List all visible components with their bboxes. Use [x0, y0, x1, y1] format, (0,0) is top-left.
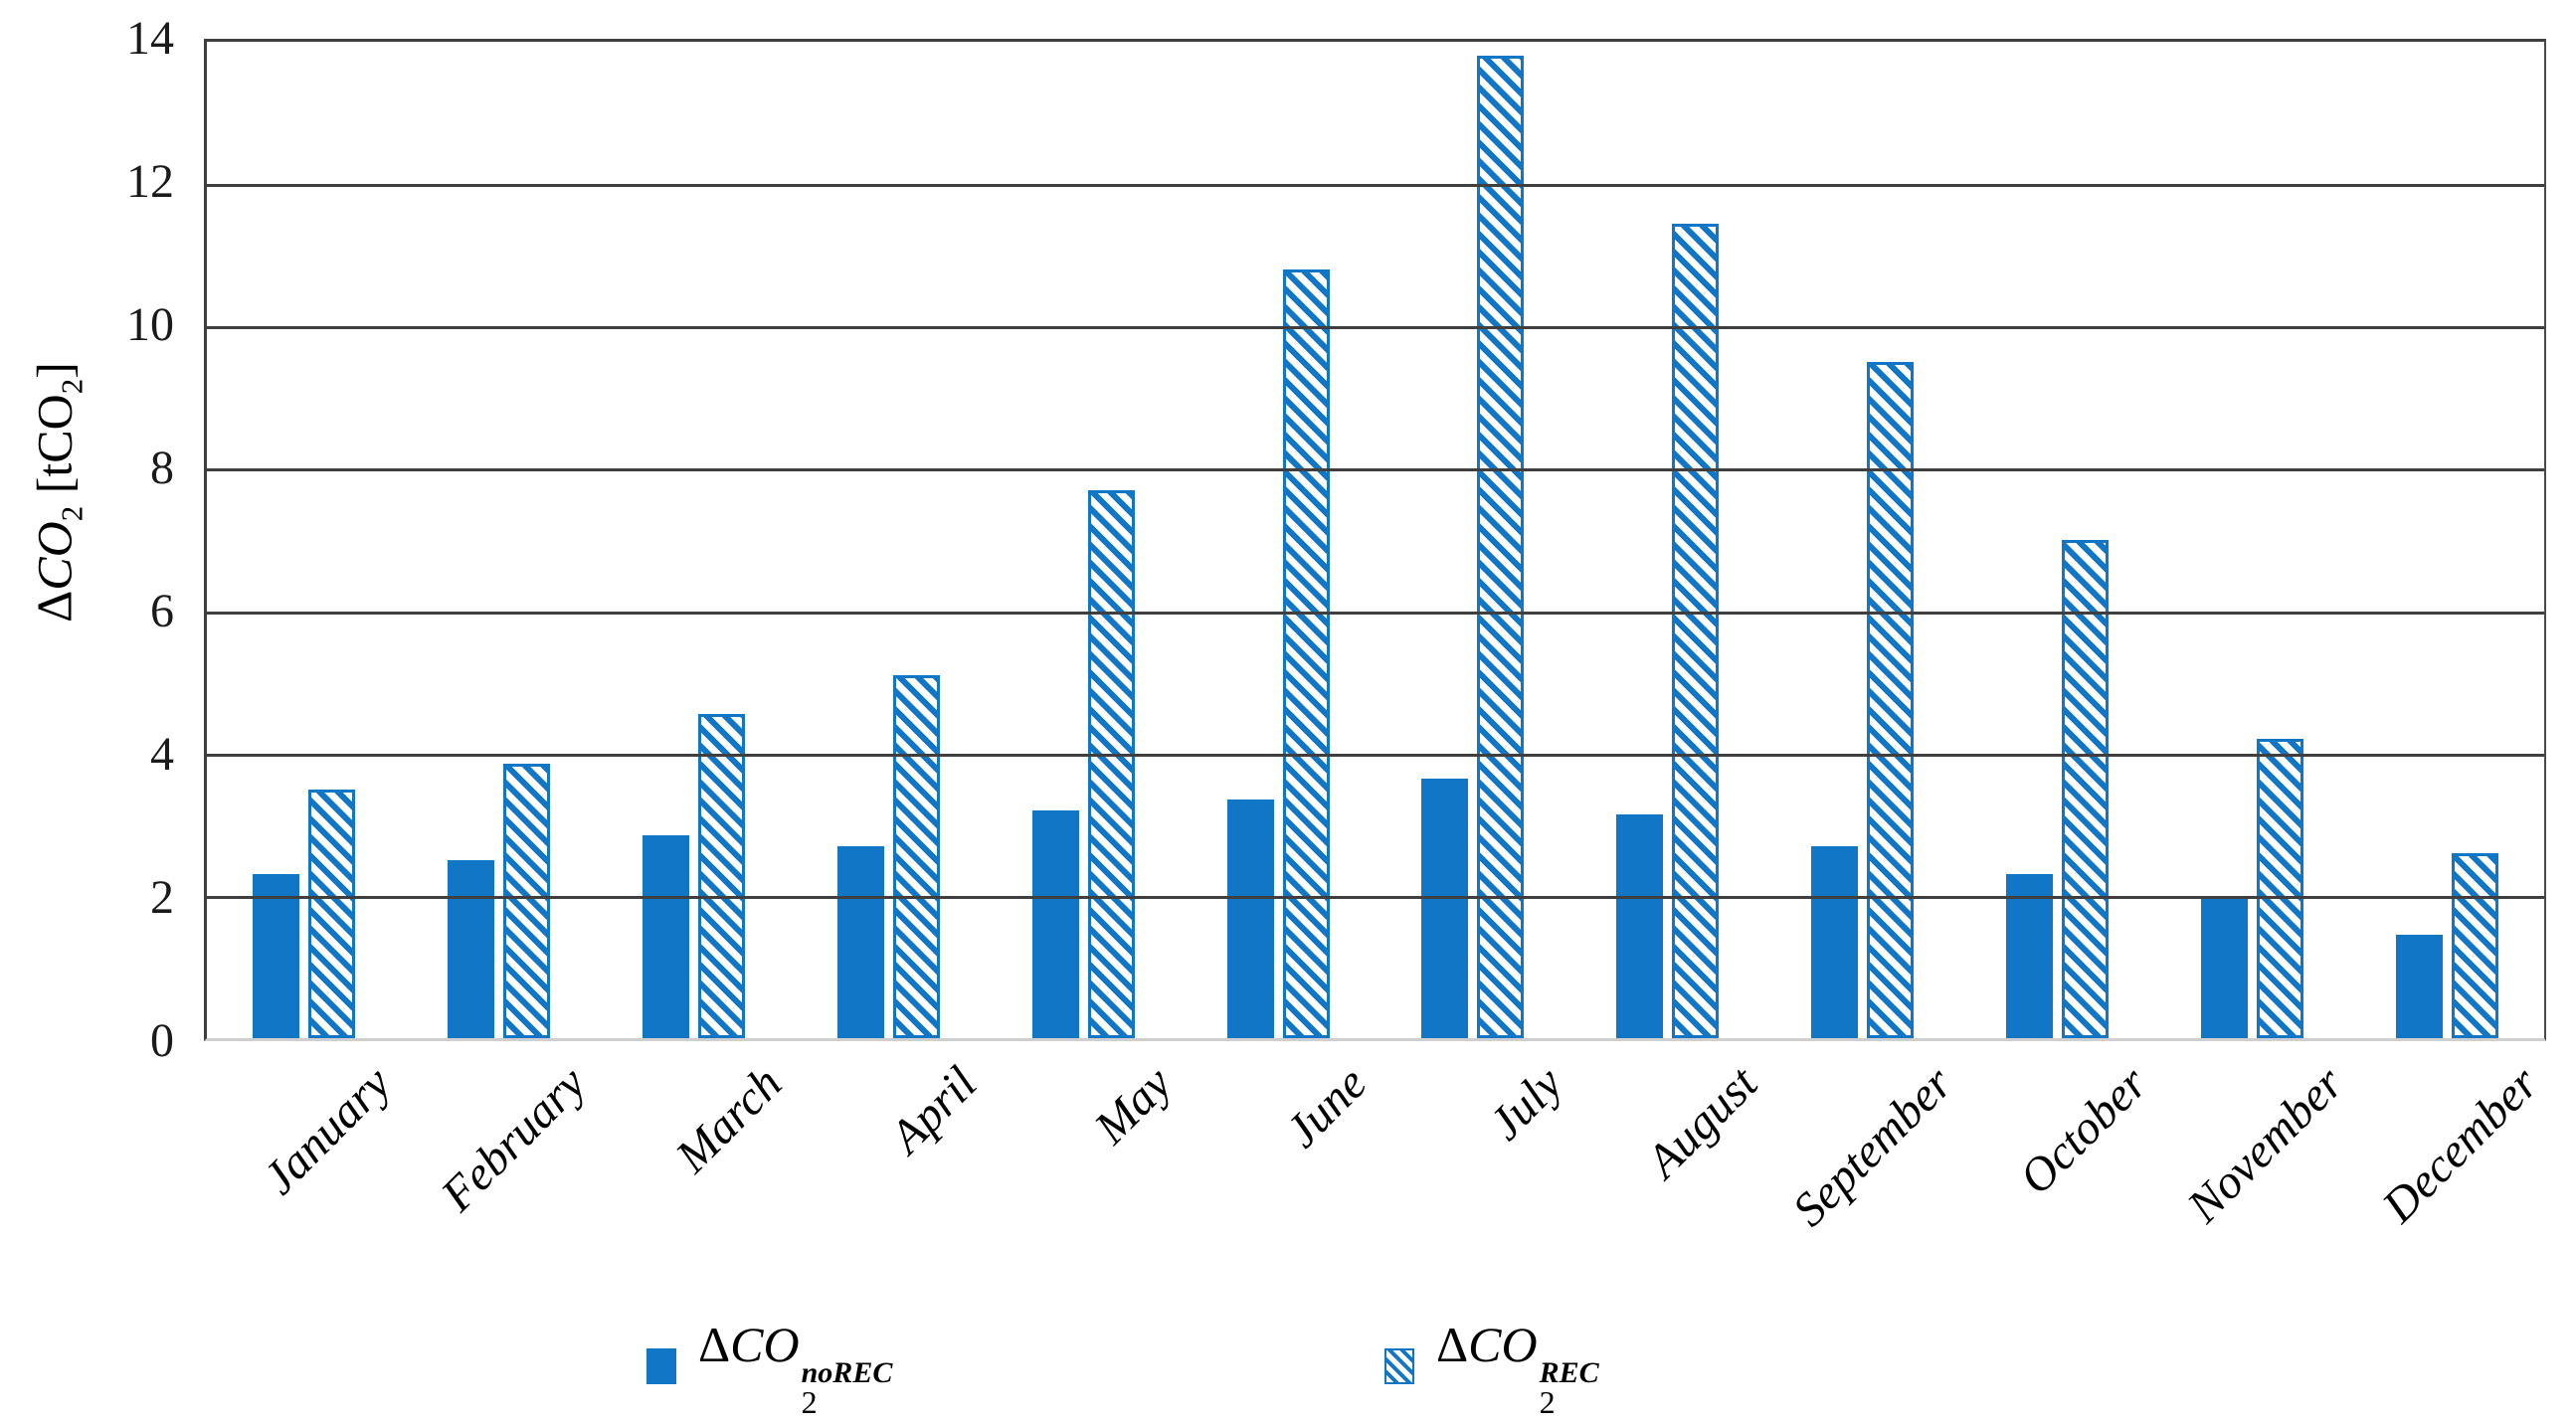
bar-group-march: [597, 42, 792, 1038]
gridline-y-2: [207, 895, 2544, 899]
legend-label-norec: ΔCO noREC 2: [698, 1316, 893, 1421]
bar-march-norec: [643, 835, 690, 1038]
legend0-delta: Δ: [698, 1316, 731, 1372]
bar-group-october: [1959, 42, 2154, 1038]
bar-group-november: [2154, 42, 2349, 1038]
legend-label-rec: ΔCO REC 2: [1436, 1316, 1599, 1421]
bar-january-rec: [308, 789, 356, 1038]
y-title-unit-sub: 2: [54, 378, 90, 395]
bar-april-norec: [836, 845, 884, 1038]
bar-group-february: [402, 42, 597, 1038]
bar-group-august: [1570, 42, 1765, 1038]
legend-marker-solid: [646, 1348, 676, 1384]
bar-group-may: [986, 42, 1181, 1038]
y-tick-label-2: 2: [150, 871, 174, 924]
bar-july-rec: [1477, 56, 1525, 1038]
y-title-subscript: 2: [54, 505, 90, 522]
legend1-sub: 2: [1539, 1384, 1556, 1421]
legend0-scripts: noREC 2: [801, 1355, 893, 1421]
bar-group-september: [1765, 42, 1960, 1038]
bar-group-july: [1376, 42, 1570, 1038]
bar-september-norec: [1811, 845, 1859, 1038]
bar-group-january: [207, 42, 402, 1038]
y-tick-label-14: 14: [126, 12, 174, 65]
bar-january-norec: [253, 874, 300, 1038]
bar-november-norec: [2200, 895, 2248, 1038]
bar-october-rec: [2061, 540, 2109, 1038]
legend1-sup: REC: [1539, 1355, 1599, 1389]
plot-area: [204, 39, 2546, 1041]
y-tick-label-8: 8: [150, 442, 174, 494]
y-tick-label-6: 6: [150, 585, 174, 637]
bar-august-rec: [1672, 223, 1720, 1038]
legend0-sub: 2: [801, 1384, 818, 1421]
y-tick-label-0: 0: [150, 1014, 174, 1067]
legend-item-rec: ΔCO REC 2: [1384, 1317, 1599, 1418]
gridline-y-8: [207, 468, 2544, 472]
bar-march-rec: [698, 714, 746, 1038]
bar-december-norec: [2395, 935, 2443, 1038]
bar-group-december: [2349, 42, 2544, 1038]
gridline-y-12: [207, 184, 2544, 188]
legend-item-norec: ΔCO noREC 2: [646, 1317, 892, 1418]
bar-august-norec: [1616, 813, 1664, 1038]
bar-december-rec: [2451, 852, 2498, 1038]
bar-may-norec: [1031, 809, 1079, 1038]
legend0-letters: CO: [730, 1316, 800, 1372]
gridline-y-10: [207, 326, 2544, 330]
bar-february-norec: [448, 860, 495, 1038]
bar-november-rec: [2256, 739, 2303, 1038]
legend-marker-hatched: [1384, 1348, 1414, 1384]
legend0-sup: noREC: [801, 1355, 893, 1389]
y-title-unit-post: ]: [26, 362, 83, 379]
bar-group-april: [791, 42, 986, 1038]
gridline-y-4: [207, 753, 2544, 757]
y-tick-label-10: 10: [126, 298, 174, 351]
bar-groups: [207, 42, 2544, 1038]
y-tick-label-4: 4: [150, 728, 174, 781]
bar-june-norec: [1226, 800, 1274, 1038]
bar-february-rec: [503, 764, 551, 1038]
bar-june-rec: [1282, 269, 1330, 1038]
bar-september-rec: [1867, 362, 1915, 1038]
bar-may-rec: [1087, 489, 1135, 1038]
bar-group-june: [1181, 42, 1376, 1038]
bar-july-norec: [1421, 778, 1469, 1038]
y-tick-label-12: 12: [126, 155, 174, 208]
legend1-letters: CO: [1468, 1316, 1538, 1372]
legend1-delta: Δ: [1436, 1316, 1469, 1372]
gridline-y-6: [207, 611, 2544, 615]
y-title-letters: CO: [26, 521, 83, 591]
bar-april-rec: [892, 675, 940, 1038]
bar-october-norec: [2005, 874, 2053, 1038]
legend1-scripts: REC 2: [1539, 1355, 1599, 1421]
